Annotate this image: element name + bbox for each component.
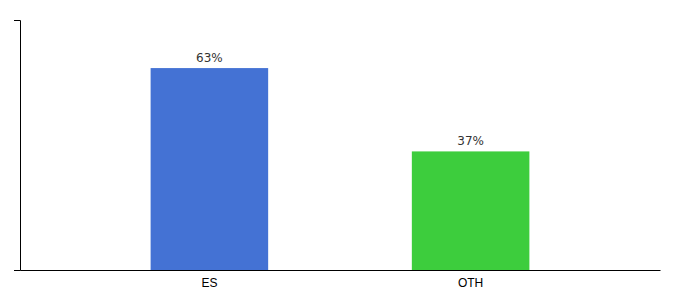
chart-svg: ES OTH 63% 37% [0, 0, 680, 300]
x-tick: ES [201, 276, 217, 290]
x-tick-label: ES [201, 276, 217, 290]
bar [412, 151, 530, 270]
plot: ES OTH 63% 37% [14, 21, 661, 290]
x-axis: ES OTH [21, 271, 661, 290]
x-tick-label: OTH [458, 276, 483, 290]
x-axis-line [21, 270, 661, 271]
y-axis-line [14, 21, 21, 271]
x-tick: OTH [458, 276, 483, 290]
data-labels: 63% 37% [196, 51, 484, 148]
bar [151, 68, 269, 270]
data-label: 63% [196, 51, 223, 65]
data-label: 37% [457, 134, 484, 148]
chart-container: ES OTH 63% 37% [0, 0, 680, 300]
bars [151, 68, 530, 270]
y-axis [14, 21, 21, 271]
